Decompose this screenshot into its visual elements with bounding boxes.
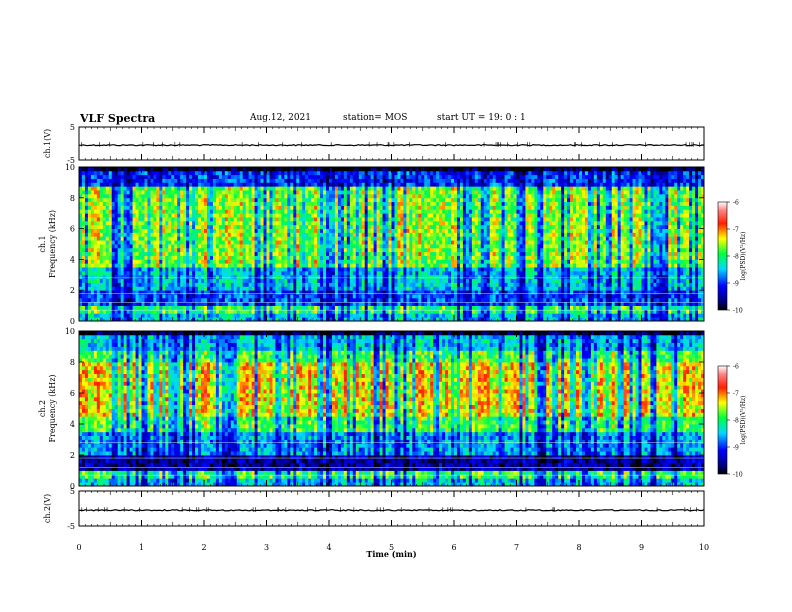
colorbar-label: log(PSD)(V²/Hz) — [740, 396, 747, 445]
y-tick-label: 4 — [70, 255, 75, 264]
y-tick-label: 0 — [70, 317, 75, 326]
colorbar-tick-label: -6 — [733, 364, 739, 371]
x-tick-label: 10 — [699, 543, 709, 552]
y-tick-label: 10 — [65, 163, 75, 172]
x-tick-label: 4 — [326, 543, 331, 552]
x-tick-label: 5 — [389, 543, 394, 552]
colorbar — [717, 365, 728, 475]
y-tick-label: 2 — [70, 286, 75, 295]
colorbar-tick-label: -8 — [733, 254, 739, 261]
x-tick-label: 2 — [201, 543, 206, 552]
waveform-trace — [78, 509, 705, 512]
y-axis-label: ch.2 — [38, 400, 47, 417]
y-axis-label: Frequency (kHz) — [48, 374, 57, 442]
y-tick-label: 4 — [70, 420, 75, 429]
start-time-label: start UT = 19: 0 : 1 — [437, 113, 526, 123]
colorbar-tick-label: -9 — [733, 281, 739, 288]
colorbar-tick-label: -10 — [733, 472, 743, 479]
waveform-trace — [78, 143, 705, 147]
colorbar-tick-label: -9 — [733, 445, 739, 452]
y-tick-label: 8 — [70, 194, 75, 203]
y-tick-label: -5 — [67, 156, 75, 165]
y-tick-label: 6 — [70, 225, 75, 234]
x-tick-label: 8 — [576, 543, 581, 552]
station-label: station= MOS — [343, 113, 408, 123]
chart-title: VLF Spectra — [80, 112, 156, 125]
colorbar-tick-label: -6 — [733, 200, 739, 207]
y-axis-label: ch.1 — [38, 235, 47, 252]
y-axis-label: ch.1(V) — [43, 129, 52, 158]
x-tick-label: 6 — [451, 543, 456, 552]
colorbar-tick-label: -10 — [733, 308, 743, 315]
colorbar-label: log(PSD)(V²/Hz) — [740, 232, 747, 281]
spectrogram-1 — [79, 167, 705, 322]
colorbar-tick-label: -7 — [733, 227, 739, 234]
y-axis-label: Frequency (kHz) — [48, 210, 57, 278]
x-tick-label: 9 — [639, 543, 644, 552]
y-tick-label: 5 — [70, 487, 75, 496]
colorbar-tick-label: -7 — [733, 391, 739, 398]
colorbar — [717, 201, 728, 311]
colorbar-tick-label: -8 — [733, 418, 739, 425]
date-label: Aug.12, 2021 — [250, 113, 311, 123]
x-tick-label: 3 — [264, 543, 269, 552]
y-tick-label: 8 — [70, 358, 75, 367]
x-tick-label: 7 — [514, 543, 519, 552]
y-tick-label: 10 — [65, 327, 75, 336]
y-tick-label: -5 — [67, 522, 75, 531]
spectrogram-2 — [79, 331, 705, 487]
y-tick-label: 6 — [70, 389, 75, 398]
y-tick-label: 0 — [70, 482, 75, 491]
y-tick-label: 2 — [70, 451, 75, 460]
x-axis-label: Time (min) — [366, 549, 416, 559]
x-tick-label: 1 — [139, 543, 144, 552]
y-tick-label: 5 — [70, 123, 75, 132]
x-tick-label: 0 — [76, 543, 81, 552]
y-axis-label: ch.2(V) — [43, 494, 52, 523]
